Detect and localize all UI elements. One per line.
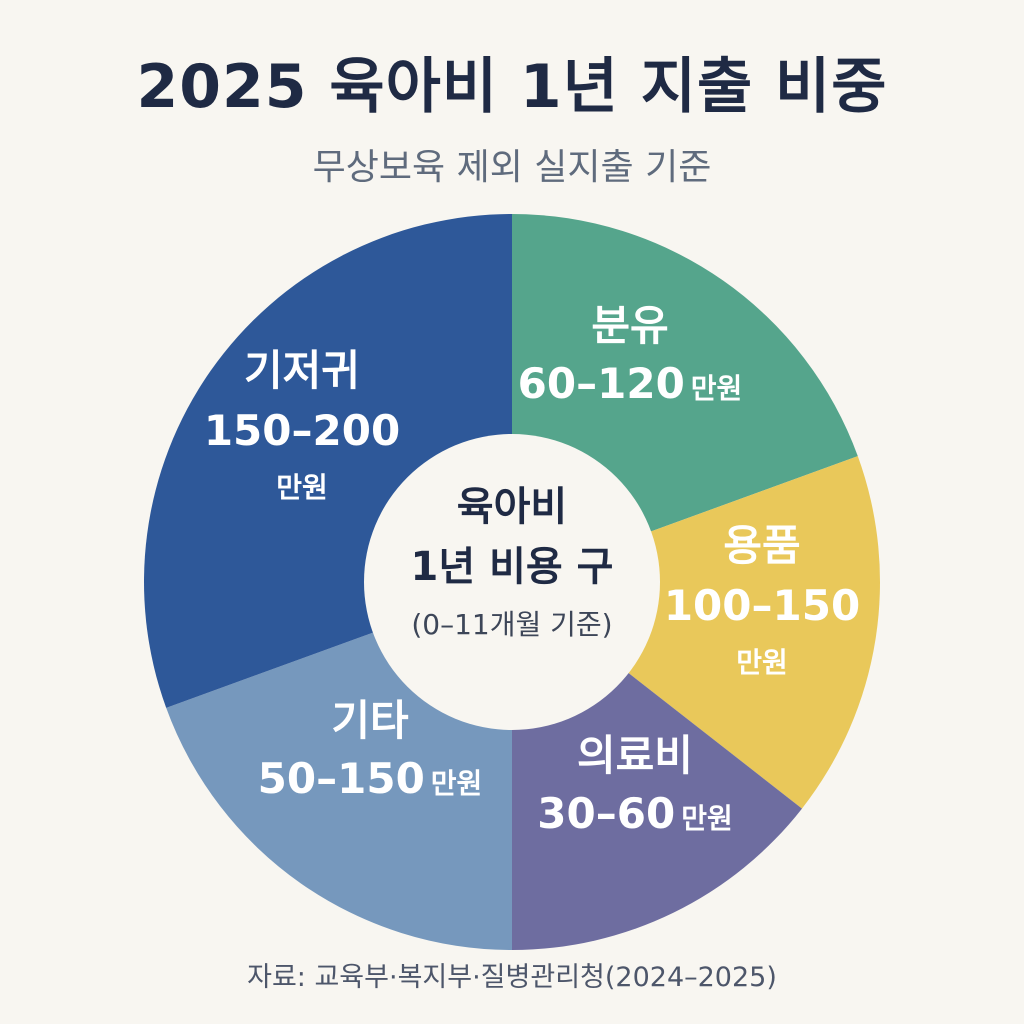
- slice-name-label: 기저귀: [244, 346, 360, 395]
- slice-unit-label: 만원: [276, 471, 328, 504]
- pie-center-hole: [364, 434, 660, 730]
- slice-label-group-3: 의료비 30–60 만원: [537, 731, 732, 838]
- slice-name-label: 분유: [591, 301, 668, 350]
- center-title-line2: 1년 비용 구: [411, 544, 614, 590]
- slice-label-group-1: 분유 60–120 만원: [518, 301, 743, 408]
- center-note: (0–11개월 기준): [411, 608, 612, 641]
- slice-value-label: 60–120 만원: [518, 359, 743, 408]
- slice-value-label: 100–150: [664, 581, 860, 630]
- slice-value-label: 150–200: [204, 406, 400, 455]
- slice-label-group-2: 용품 100–150 만원: [664, 521, 860, 679]
- slice-name-label: 기타: [331, 696, 409, 745]
- slice-label-group-4: 기타 50–150 만원: [258, 696, 483, 803]
- pie-slice-2: [512, 456, 880, 809]
- slice-label-group-5: 기저귀 150–200 만원: [204, 346, 400, 504]
- slice-name-label: 용품: [723, 521, 800, 570]
- slice-unit-label: 만원: [736, 646, 788, 679]
- chart-subtitle: 무상보육 제외 실지출 기준: [312, 147, 712, 188]
- slice-value-label: 30–60 만원: [537, 789, 732, 838]
- slice-name-label: 의료비: [577, 731, 693, 780]
- source-note: 자료: 교육부·복지부·질병관리청(2024–2025): [247, 962, 777, 993]
- slice-value-label: 50–150 만원: [258, 754, 483, 803]
- center-title-line1: 육아비: [457, 484, 567, 530]
- chart-title: 2025 육아비 1년 지출 비중: [136, 52, 888, 122]
